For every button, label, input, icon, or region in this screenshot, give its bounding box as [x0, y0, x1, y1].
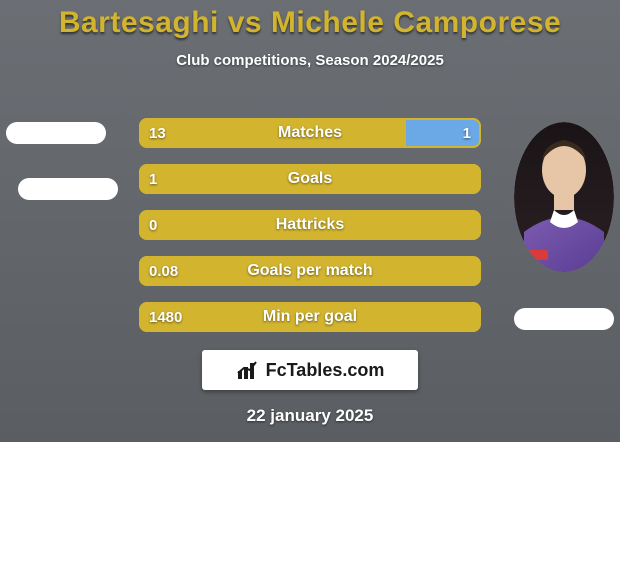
stat-value-left: 1480	[139, 302, 192, 332]
stat-value-left: 0.08	[139, 256, 188, 286]
stat-label: Goals	[139, 164, 481, 194]
brand-chart-icon	[236, 359, 262, 381]
stat-value-left: 1	[139, 164, 167, 194]
stat-value-right: 1	[453, 118, 481, 148]
stat-label: Goals per match	[139, 256, 481, 286]
stat-row: Goals1	[139, 164, 481, 194]
stat-row: Goals per match0.08	[139, 256, 481, 286]
stat-value-left: 13	[139, 118, 176, 148]
brand-badge: FcTables.com	[202, 350, 418, 390]
stats-area: Matches131Goals1Hattricks0Goals per matc…	[0, 118, 620, 426]
comparison-infographic: Bartesaghi vs Michele Camporese Club com…	[0, 0, 620, 580]
brand-text: FcTables.com	[266, 360, 385, 381]
stat-row: Hattricks0	[139, 210, 481, 240]
lower-blank-area	[0, 442, 620, 580]
stat-value-left: 0	[139, 210, 167, 240]
date-text: 22 january 2025	[0, 406, 620, 426]
stat-label: Hattricks	[139, 210, 481, 240]
stat-label: Matches	[139, 118, 481, 148]
page-title: Bartesaghi vs Michele Camporese	[0, 0, 620, 40]
stat-row: Matches13 1	[139, 118, 481, 148]
stat-row: Min per goal1480	[139, 302, 481, 332]
subtitle: Club competitions, Season 2024/2025	[0, 52, 620, 69]
